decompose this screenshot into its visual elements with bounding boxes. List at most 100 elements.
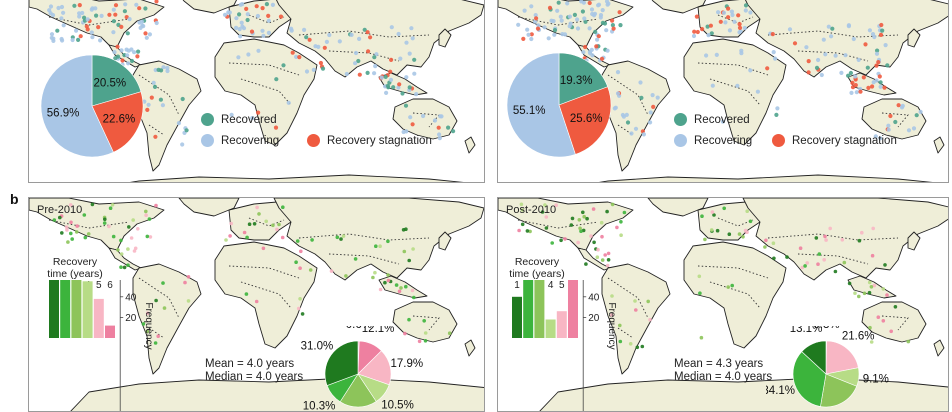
site-point <box>528 229 532 234</box>
site-point <box>113 12 118 17</box>
site-point <box>74 28 79 33</box>
site-point <box>447 331 452 335</box>
site-point <box>411 247 415 251</box>
site-point <box>633 126 639 131</box>
site-point <box>599 220 604 225</box>
site-point <box>373 64 378 69</box>
site-point <box>378 287 383 292</box>
site-point <box>372 55 377 60</box>
site-point <box>404 40 409 45</box>
site-point <box>396 85 401 90</box>
site-point <box>628 342 633 346</box>
site-point <box>388 69 393 74</box>
site-point <box>107 224 111 229</box>
site-point <box>558 14 563 19</box>
border-line <box>767 233 899 241</box>
site-point <box>65 228 69 232</box>
histogram-title-line1: Recovery <box>514 256 560 268</box>
site-point <box>52 218 57 222</box>
site-point <box>629 131 634 136</box>
site-point <box>238 34 243 39</box>
site-point <box>648 317 652 322</box>
site-point <box>552 28 558 33</box>
site-point <box>113 3 119 8</box>
site-point <box>879 22 884 28</box>
site-point <box>372 71 377 76</box>
site-point <box>119 48 124 53</box>
site-point <box>606 1 611 6</box>
site-point <box>245 17 250 23</box>
landmass-japan <box>907 28 921 48</box>
site-point <box>584 262 588 266</box>
site-point <box>604 28 609 33</box>
site-point <box>402 249 407 254</box>
site-point <box>408 115 413 120</box>
mean-value: Mean = 4.0 years <box>205 358 295 370</box>
site-point <box>378 244 382 248</box>
histogram-x-tick: 4 <box>548 280 554 291</box>
histogram-bar-3 <box>534 280 545 338</box>
site-point <box>771 241 776 245</box>
pie-slice-recovering <box>40 54 114 158</box>
site-point <box>741 235 745 239</box>
landmass-central-america <box>577 247 611 271</box>
site-point <box>397 289 402 294</box>
site-point <box>264 219 268 224</box>
site-point <box>69 231 73 236</box>
site-point <box>737 30 742 35</box>
pie-label-yr6: 0.6% <box>346 326 372 331</box>
site-point <box>886 127 891 132</box>
period-label: Post-2010 <box>506 204 557 216</box>
site-point <box>598 15 603 20</box>
site-point <box>349 32 354 38</box>
site-point <box>432 118 438 123</box>
site-point <box>763 245 767 249</box>
landmass-asia <box>273 198 484 281</box>
border-line <box>148 327 165 339</box>
site-points <box>52 202 452 345</box>
site-point <box>123 2 128 7</box>
histogram-bar-2 <box>523 280 534 338</box>
landmass-africa <box>683 38 787 146</box>
site-point <box>417 339 422 344</box>
border-line <box>48 219 130 229</box>
site-point <box>828 226 832 231</box>
landmass-antarctica <box>598 174 933 182</box>
site-point <box>617 10 622 15</box>
landmass-new-zealand <box>933 339 945 357</box>
site-point <box>868 325 872 330</box>
site-point <box>246 52 251 57</box>
site-point <box>735 83 740 88</box>
site-point <box>870 253 875 258</box>
site-point <box>141 322 146 326</box>
site-point <box>867 28 872 33</box>
site-point <box>143 6 148 11</box>
site-point <box>58 215 62 220</box>
site-points <box>516 0 923 141</box>
site-point <box>900 103 905 108</box>
site-point <box>595 255 600 259</box>
site-point <box>61 23 66 28</box>
pie-label-recovered: 19.3% <box>560 75 593 87</box>
site-point <box>726 15 731 20</box>
histogram-bar-2 <box>60 280 71 338</box>
site-point <box>146 102 151 107</box>
site-point <box>547 5 553 10</box>
site-point <box>308 268 313 272</box>
landmass-greenland <box>647 198 709 217</box>
site-point <box>90 202 95 207</box>
site-point <box>295 239 300 243</box>
border-line <box>298 30 430 38</box>
site-point <box>817 252 822 256</box>
site-point <box>862 291 867 296</box>
site-point <box>543 203 547 207</box>
site-point <box>578 226 582 231</box>
site-point <box>356 58 361 64</box>
recovery-stats: Mean = 4.0 years Median = 4.0 years <box>205 358 303 384</box>
site-point <box>161 281 165 285</box>
legend-recovering: Recovering <box>201 134 279 147</box>
recovery-time-histogram: 12345610080604020Frequency <box>49 280 154 411</box>
site-point <box>533 19 538 24</box>
border-line <box>617 327 634 339</box>
site-point <box>851 36 856 42</box>
